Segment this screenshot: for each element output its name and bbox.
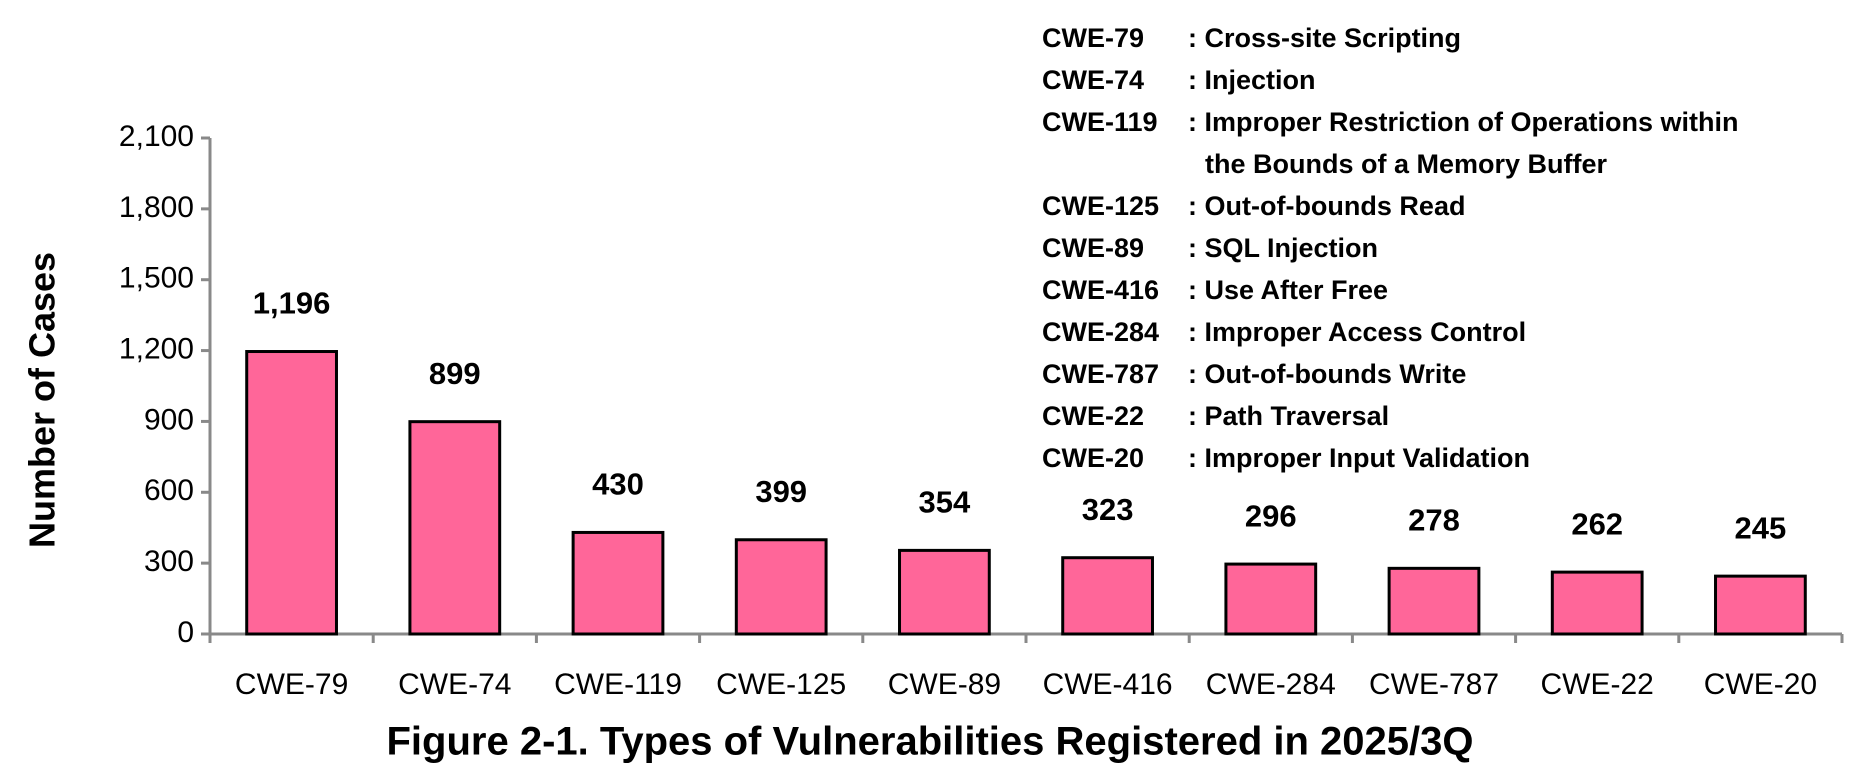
data-label: 323 <box>1082 492 1134 527</box>
definition-text: : Improper Restriction of Operations wit… <box>1188 107 1739 137</box>
bar <box>245 350 338 636</box>
bar <box>408 420 502 636</box>
x-tick-label: CWE-125 <box>716 668 846 701</box>
bar <box>898 548 991 636</box>
definition-text: : Improper Access Control <box>1188 317 1526 347</box>
x-tick-label: CWE-416 <box>1043 668 1173 701</box>
y-tick-label: 1,800 <box>119 191 194 224</box>
definition-text: : Cross-site Scripting <box>1188 23 1461 53</box>
definition-text: : SQL Injection <box>1188 233 1378 263</box>
y-axis-label: Number of Cases <box>22 252 63 548</box>
data-label: 296 <box>1245 498 1297 533</box>
definition-code: CWE-20 <box>1042 443 1144 473</box>
definition-code: CWE-74 <box>1042 65 1144 95</box>
definition-code: CWE-284 <box>1042 317 1159 347</box>
bar <box>1061 556 1154 636</box>
bar <box>1387 566 1481 636</box>
data-label: 430 <box>592 467 644 502</box>
x-tick-label: CWE-284 <box>1206 668 1336 701</box>
definition-text: : Improper Input Validation <box>1188 443 1530 473</box>
y-tick-label: 1,200 <box>119 332 194 365</box>
definition-code: CWE-416 <box>1042 275 1159 305</box>
data-label: 1,196 <box>253 286 331 321</box>
definition-text: the Bounds of a Memory Buffer <box>1205 149 1608 179</box>
x-tick-label: CWE-20 <box>1704 668 1817 701</box>
x-tick-label: CWE-119 <box>554 668 682 701</box>
data-label: 262 <box>1571 506 1623 541</box>
y-tick-label: 0 <box>177 616 194 649</box>
x-tick-label: CWE-787 <box>1369 668 1499 701</box>
x-tick-label: CWE-89 <box>888 668 1001 701</box>
x-tick-label: CWE-22 <box>1541 668 1654 701</box>
bar <box>1714 574 1807 636</box>
data-label: 399 <box>755 474 807 509</box>
definition-code: CWE-79 <box>1042 23 1144 53</box>
data-label: 899 <box>429 356 481 391</box>
definition-code: CWE-119 <box>1042 107 1158 137</box>
definition-text: : Out-of-bounds Read <box>1188 191 1465 221</box>
definition-code: CWE-125 <box>1042 191 1159 221</box>
data-label: 278 <box>1408 503 1460 538</box>
definition-text: : Use After Free <box>1188 275 1388 305</box>
y-tick-label: 300 <box>144 545 194 578</box>
definition-text: : Out-of-bounds Write <box>1188 359 1466 389</box>
bar <box>734 538 828 636</box>
definition-text: : Path Traversal <box>1188 401 1389 431</box>
definition-code: CWE-89 <box>1042 233 1144 263</box>
bar <box>1224 562 1318 636</box>
bar <box>571 530 665 636</box>
y-tick-label: 2,100 <box>119 120 194 153</box>
data-label: 245 <box>1735 510 1787 545</box>
x-tick-label: CWE-79 <box>235 668 348 701</box>
y-tick-label: 1,500 <box>119 262 194 295</box>
definition-code: CWE-787 <box>1042 359 1159 389</box>
x-tick-label: CWE-74 <box>398 668 511 701</box>
definition-text: : Injection <box>1188 65 1316 95</box>
y-tick-label: 900 <box>144 403 194 436</box>
definition-code: CWE-22 <box>1042 401 1144 431</box>
bar <box>1550 570 1644 636</box>
y-tick-label: 600 <box>144 474 194 507</box>
data-label: 354 <box>919 485 971 520</box>
chart-title: Figure 2-1. Types of Vulnerabilities Reg… <box>386 720 1473 764</box>
